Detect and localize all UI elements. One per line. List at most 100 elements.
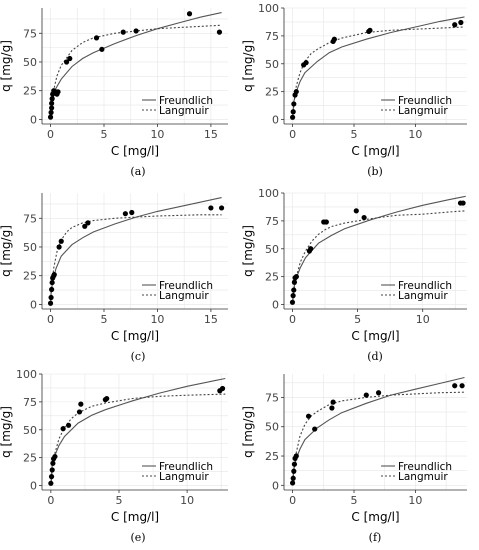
- data-point: [48, 294, 54, 301]
- y-tick-label: 75: [265, 30, 279, 43]
- data-point: [291, 101, 297, 107]
- y-tick-label: 50: [265, 58, 279, 71]
- data-point: [219, 385, 226, 392]
- data-point: [293, 453, 299, 459]
- panel-a-caption: (a): [130, 165, 146, 178]
- y-tick-label: 25: [23, 452, 37, 465]
- data-point: [60, 426, 66, 432]
- y-axis-title: q [mg/g]: [241, 40, 255, 92]
- y-tick-label: 0: [30, 480, 37, 493]
- panel-e: 0 5 10 0 25 50 75 100 C [mg/l] q [mg/g] Freundlich…: [0, 366, 240, 549]
- data-point: [82, 223, 88, 229]
- data-point: [208, 205, 214, 211]
- data-point: [361, 214, 367, 221]
- y-tick-label: 0: [272, 114, 279, 127]
- gridlines: [284, 7, 467, 124]
- data-point: [49, 467, 55, 473]
- data-point: [460, 200, 466, 206]
- data-point: [216, 29, 223, 35]
- x-axis-title: C [mg/l]: [351, 144, 399, 158]
- data-point: [78, 401, 84, 407]
- x-tick-label: 5: [351, 128, 358, 141]
- y-tick-label: 50: [23, 424, 37, 437]
- y-axis-title: q [mg/g]: [241, 406, 255, 458]
- panel-e-caption: (e): [130, 531, 146, 544]
- legend-label-freundlich: Freundlich: [398, 461, 452, 473]
- x-axis-title: C [mg/l]: [111, 144, 159, 158]
- data-point: [76, 409, 83, 415]
- data-point: [93, 35, 100, 41]
- x-axis-title: C [mg/l]: [351, 329, 399, 343]
- x-tick-label: 0: [289, 494, 296, 507]
- legend-label-freundlich: Freundlich: [398, 95, 452, 107]
- data-point: [353, 208, 359, 214]
- data-points: [289, 200, 466, 305]
- data-point: [290, 293, 296, 299]
- y-tick-label: 50: [265, 243, 279, 256]
- gridlines: [42, 193, 228, 309]
- data-point: [49, 279, 55, 286]
- x-tick-label: 10: [150, 313, 164, 326]
- data-point: [290, 109, 296, 115]
- x-axis-title: C [mg/l]: [111, 329, 159, 343]
- x-tick-label: 15: [204, 128, 218, 141]
- y-tick-label: 25: [265, 86, 279, 99]
- data-point: [52, 453, 58, 460]
- chart-c: 0 5 10 15 0 25 50 75 C [mg/l] q [mg/g] FreundlichL…: [0, 193, 228, 343]
- chart-a: 0 5 10 15 0 25 50 75 C [mg/l] q [mg/g] FreundlichL…: [0, 8, 228, 158]
- legend-label-freundlich: Freundlich: [159, 461, 213, 473]
- y-tick-label: 0: [272, 479, 279, 492]
- data-point: [104, 395, 110, 402]
- y-tick-label: 100: [258, 2, 279, 15]
- legend-label-freundlich: Freundlich: [159, 280, 213, 292]
- legend-label-langmuir: Langmuir: [398, 290, 448, 302]
- data-point: [47, 300, 54, 306]
- x-tick-label: 5: [101, 128, 108, 141]
- x-tick-label: 10: [416, 313, 430, 326]
- x-tick-label: 0: [47, 128, 54, 141]
- legend-label-langmuir: Langmuir: [398, 105, 448, 117]
- data-point: [47, 114, 54, 120]
- y-axis-title: q [mg/g]: [0, 225, 13, 277]
- data-point: [293, 89, 299, 95]
- langmuir-fit-line: [50, 24, 222, 120]
- data-point: [129, 209, 135, 216]
- data-point: [289, 299, 296, 305]
- x-tick-label: 0: [47, 313, 54, 326]
- data-point: [290, 475, 296, 481]
- data-point: [329, 405, 335, 411]
- x-tick-label: 10: [408, 494, 422, 507]
- x-tick-label: 15: [204, 313, 218, 326]
- x-tick-label: 10: [150, 128, 164, 141]
- panel-d-caption: (d): [367, 350, 383, 363]
- legend-label-freundlich: Freundlich: [159, 95, 213, 107]
- y-tick-label: 0: [30, 298, 37, 311]
- x-tick-label: 5: [101, 313, 108, 326]
- y-tick-label: 75: [265, 215, 279, 228]
- data-point: [459, 383, 465, 389]
- data-point: [63, 59, 70, 65]
- x-tick-label: 10: [180, 494, 194, 507]
- x-tick-label: 10: [408, 128, 422, 141]
- data-point: [312, 426, 318, 432]
- legend-label-langmuir: Langmuir: [159, 290, 209, 302]
- chart-f: 0 5 10 0 25 50 75 C [mg/l] q [mg/g] FreundlichLan…: [241, 374, 467, 524]
- panel-b-caption: (b): [367, 165, 383, 178]
- data-point: [49, 286, 55, 293]
- data-points: [289, 383, 465, 486]
- data-point: [331, 36, 337, 42]
- y-tick-label: 50: [265, 421, 279, 434]
- data-point: [122, 211, 128, 217]
- data-point: [289, 480, 296, 486]
- data-points: [48, 385, 226, 486]
- data-points: [47, 11, 223, 120]
- data-points: [47, 205, 225, 306]
